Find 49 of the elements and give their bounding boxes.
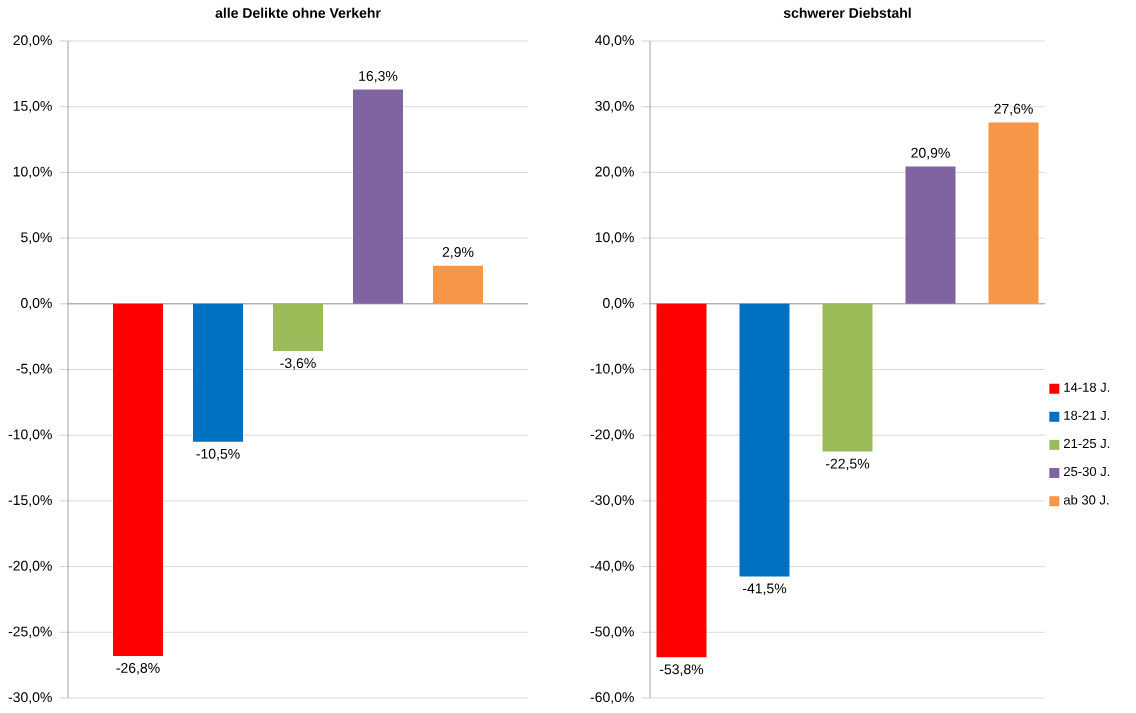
bar xyxy=(273,303,323,352)
y-tick-label: -20,0% xyxy=(590,429,634,441)
y-tick-label: -20,0% xyxy=(8,560,52,573)
data-label: 20,9% xyxy=(911,147,950,160)
y-tick-label: -25,0% xyxy=(8,626,52,639)
bar xyxy=(353,89,403,304)
legend-label: 18-21 J. xyxy=(1064,410,1110,420)
chart-title: alle Delikte ohne Verkehr xyxy=(215,7,381,18)
y-tick-label: 40,0% xyxy=(595,35,634,47)
data-label: -26,8% xyxy=(116,663,160,675)
data-label: -41,5% xyxy=(742,583,787,596)
y-tick-label: -15,0% xyxy=(8,495,52,507)
bar xyxy=(192,303,243,442)
y-tick-label: 10,0% xyxy=(13,166,52,179)
bar xyxy=(656,303,707,658)
bar xyxy=(433,265,483,304)
data-label: -3,6% xyxy=(280,358,316,370)
data-label: -10,5% xyxy=(196,448,240,461)
bar xyxy=(112,303,163,656)
bar xyxy=(739,303,790,577)
data-label: 27,6% xyxy=(994,103,1033,116)
bar xyxy=(988,122,1039,304)
y-tick-label: 20,0% xyxy=(595,166,634,179)
data-label: -22,5% xyxy=(825,458,870,471)
chart-title: schwerer Diebstahl xyxy=(783,7,911,18)
y-tick-label: -5,0% xyxy=(16,363,52,376)
legend-label: 21-25 J. xyxy=(1064,438,1110,449)
y-tick-label: 0,0% xyxy=(603,298,634,310)
y-tick-label: -60,0% xyxy=(590,692,634,704)
y-tick-label: 20,0% xyxy=(13,35,52,47)
legend-label: 14-18 J. xyxy=(1064,382,1110,392)
legend-label: 25-30 J. xyxy=(1064,466,1110,477)
legend-label: ab 30 J. xyxy=(1063,495,1109,505)
bar xyxy=(905,166,956,304)
y-tick-label: -10,0% xyxy=(590,363,634,376)
y-tick-label: -10,0% xyxy=(8,429,52,441)
y-tick-label: 5,0% xyxy=(21,232,52,244)
y-tick-label: 15,0% xyxy=(13,100,52,113)
y-tick-label: -30,0% xyxy=(590,495,634,507)
y-tick-label: 30,0% xyxy=(595,100,634,113)
y-tick-label: -50,0% xyxy=(590,626,634,639)
y-tick-label: 10,0% xyxy=(595,232,634,244)
bar xyxy=(822,303,873,452)
y-tick-label: -30,0% xyxy=(8,692,52,704)
data-label: 16,3% xyxy=(359,71,398,83)
data-label: 2,9% xyxy=(442,247,474,259)
data-label: -53,8% xyxy=(659,664,704,676)
y-tick-label: -40,0% xyxy=(590,560,634,573)
y-tick-label: 0,0% xyxy=(21,298,52,310)
